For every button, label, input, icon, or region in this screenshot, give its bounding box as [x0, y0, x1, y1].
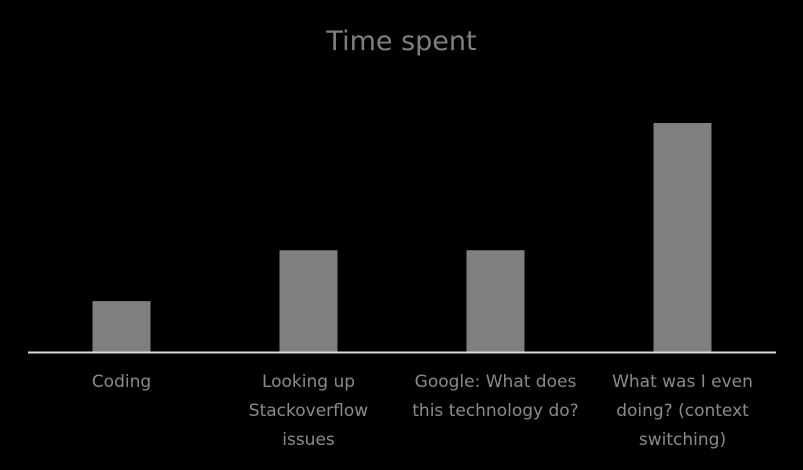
x-tick-label-1: Coding [91, 372, 152, 392]
bar-3 [466, 250, 525, 352]
bar-4 [653, 123, 712, 352]
x-tick-label-2: Looking up Stackoverflow issues [248, 372, 369, 450]
bar-1 [92, 301, 151, 352]
bar-2 [279, 250, 338, 352]
chart-title: Time spent [326, 26, 477, 57]
x-tick-label-4: What was I even doing? (context switchin… [612, 372, 753, 450]
x-tick-label-3: Google: What does this technology do? [412, 372, 579, 421]
